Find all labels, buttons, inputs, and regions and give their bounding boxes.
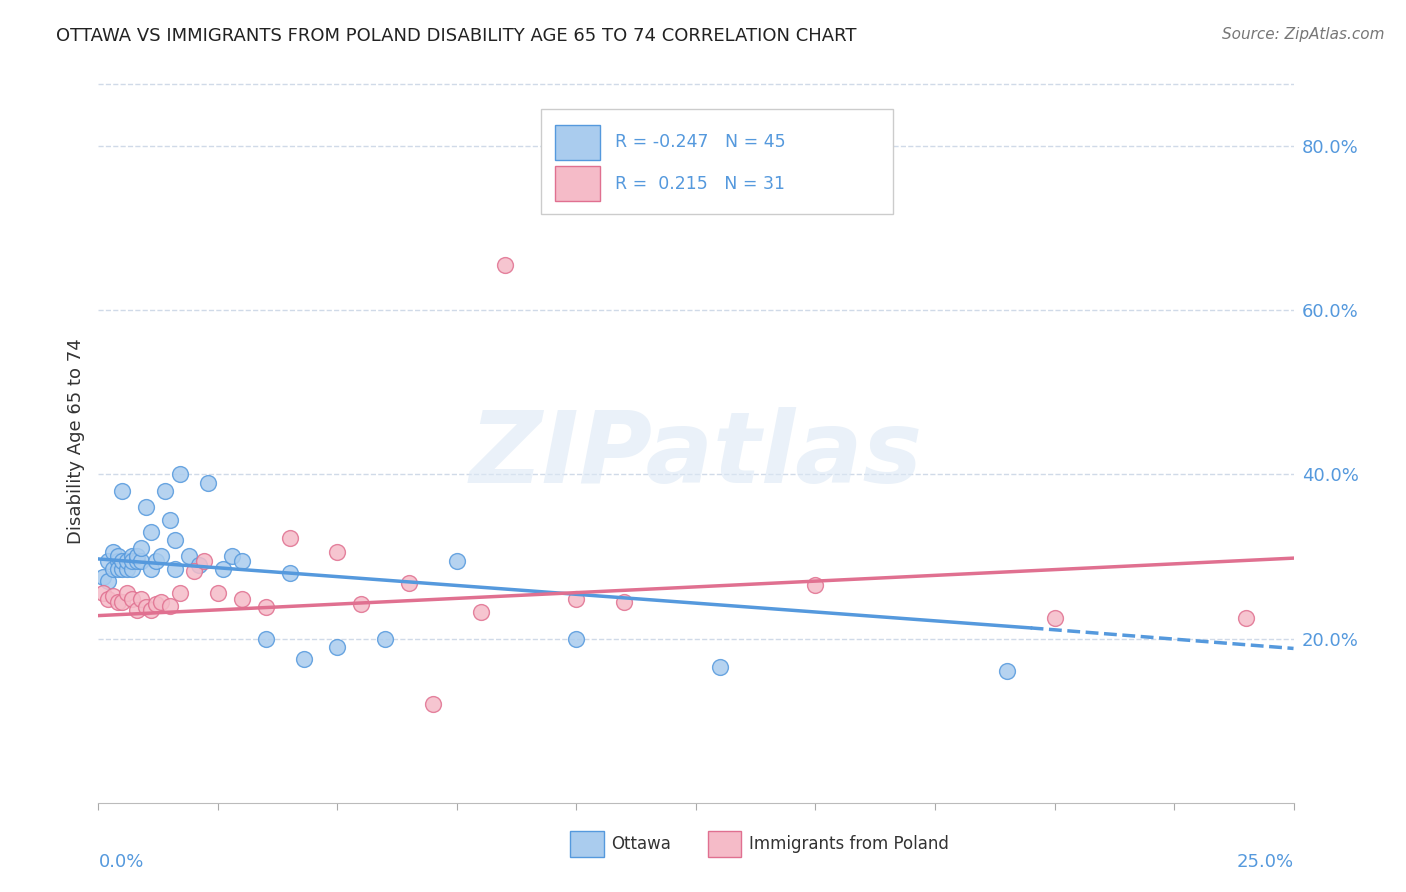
Point	[326, 640, 349, 654]
Point	[179, 549, 201, 564]
Point	[101, 589, 124, 603]
Point	[115, 553, 138, 567]
Point	[292, 652, 315, 666]
Point	[125, 603, 148, 617]
FancyBboxPatch shape	[555, 125, 600, 160]
Point	[115, 586, 138, 600]
Point	[211, 562, 233, 576]
FancyBboxPatch shape	[555, 166, 600, 201]
Point	[139, 524, 162, 539]
Point	[231, 592, 253, 607]
Point	[163, 533, 186, 547]
Point	[111, 483, 134, 498]
Point	[350, 597, 373, 611]
Point	[121, 549, 143, 564]
Point	[613, 594, 636, 608]
Point	[565, 632, 588, 646]
Text: 0.0%: 0.0%	[98, 854, 143, 871]
Point	[91, 570, 114, 584]
Point	[139, 603, 162, 617]
Point	[193, 553, 215, 567]
Point	[101, 562, 124, 576]
Point	[121, 592, 143, 607]
Point	[398, 575, 420, 590]
Text: 25.0%: 25.0%	[1236, 854, 1294, 871]
Point	[131, 553, 153, 567]
Y-axis label: Disability Age 65 to 74: Disability Age 65 to 74	[66, 339, 84, 544]
Point	[91, 586, 114, 600]
Point	[125, 553, 148, 567]
Point	[709, 660, 731, 674]
Point	[565, 592, 588, 607]
Point	[221, 549, 243, 564]
Point	[159, 512, 181, 526]
Point	[111, 553, 134, 567]
Point	[187, 558, 209, 572]
Point	[326, 545, 349, 559]
Point	[115, 562, 138, 576]
Point	[374, 632, 396, 646]
Point	[97, 592, 120, 607]
Point	[139, 562, 162, 576]
Point	[121, 553, 143, 567]
Point	[135, 600, 157, 615]
Text: OTTAWA VS IMMIGRANTS FROM POLAND DISABILITY AGE 65 TO 74 CORRELATION CHART: OTTAWA VS IMMIGRANTS FROM POLAND DISABIL…	[56, 27, 856, 45]
Point	[107, 562, 129, 576]
Point	[278, 532, 301, 546]
Point	[145, 553, 167, 567]
Text: ZIPatlas: ZIPatlas	[470, 408, 922, 505]
Point	[1043, 611, 1066, 625]
FancyBboxPatch shape	[571, 831, 605, 857]
Point	[135, 500, 157, 515]
Point	[121, 562, 143, 576]
Point	[111, 562, 134, 576]
FancyBboxPatch shape	[541, 109, 893, 214]
Point	[101, 545, 124, 559]
Point	[494, 258, 516, 272]
Point	[207, 586, 229, 600]
Text: Source: ZipAtlas.com: Source: ZipAtlas.com	[1222, 27, 1385, 42]
Point	[470, 605, 492, 619]
Point	[159, 599, 181, 613]
Point	[278, 566, 301, 580]
Point	[107, 549, 129, 564]
Point	[125, 549, 148, 564]
Point	[111, 594, 134, 608]
FancyBboxPatch shape	[709, 831, 741, 857]
Point	[149, 594, 172, 608]
Point	[149, 549, 172, 564]
Point	[446, 553, 468, 567]
Point	[183, 564, 205, 578]
Point	[97, 553, 120, 567]
Text: R = -0.247   N = 45: R = -0.247 N = 45	[614, 134, 786, 152]
Point	[804, 578, 827, 592]
Point	[131, 541, 153, 556]
Point	[422, 698, 444, 712]
Point	[131, 592, 153, 607]
Point	[254, 632, 277, 646]
Point	[163, 562, 186, 576]
Point	[254, 600, 277, 615]
Point	[107, 553, 129, 567]
Point	[231, 553, 253, 567]
Point	[1234, 611, 1257, 625]
Text: Immigrants from Poland: Immigrants from Poland	[748, 835, 949, 853]
Point	[995, 665, 1018, 679]
Point	[169, 586, 191, 600]
Point	[197, 475, 219, 490]
Text: Ottawa: Ottawa	[612, 835, 671, 853]
Point	[155, 483, 177, 498]
Point	[107, 594, 129, 608]
Text: R =  0.215   N = 31: R = 0.215 N = 31	[614, 175, 785, 193]
Point	[97, 574, 120, 588]
Point	[145, 597, 167, 611]
Point	[169, 467, 191, 482]
